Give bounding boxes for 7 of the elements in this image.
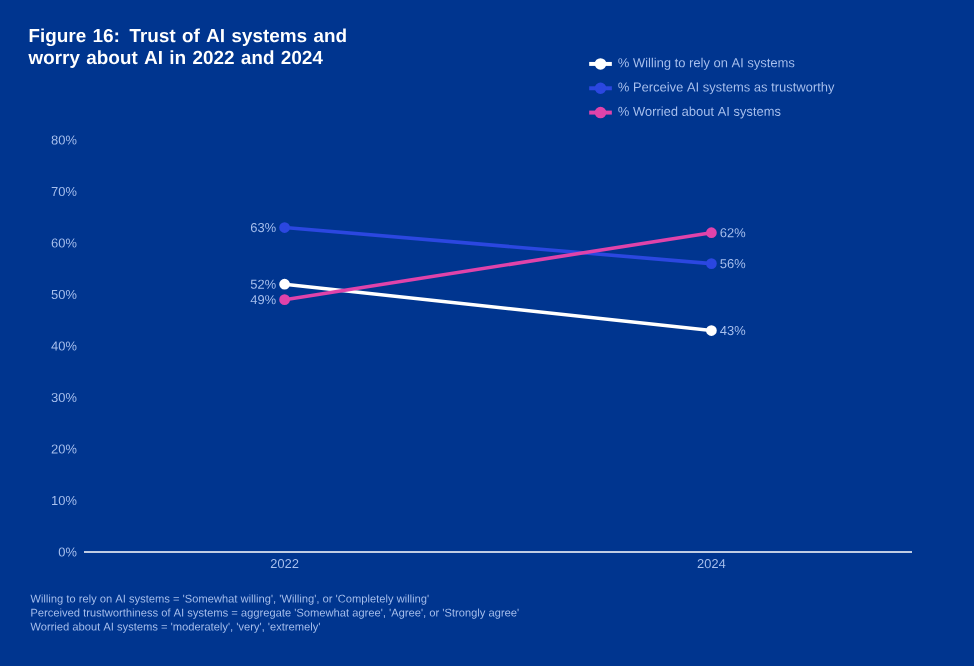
point (706, 227, 717, 239)
point (706, 325, 717, 336)
point (706, 258, 717, 269)
point (279, 222, 290, 233)
point (279, 294, 290, 306)
chart-title: Figure 16: Trust of AI systems and worry about AI in 2022 and 2024 (28, 28, 346, 68)
point (279, 278, 290, 290)
